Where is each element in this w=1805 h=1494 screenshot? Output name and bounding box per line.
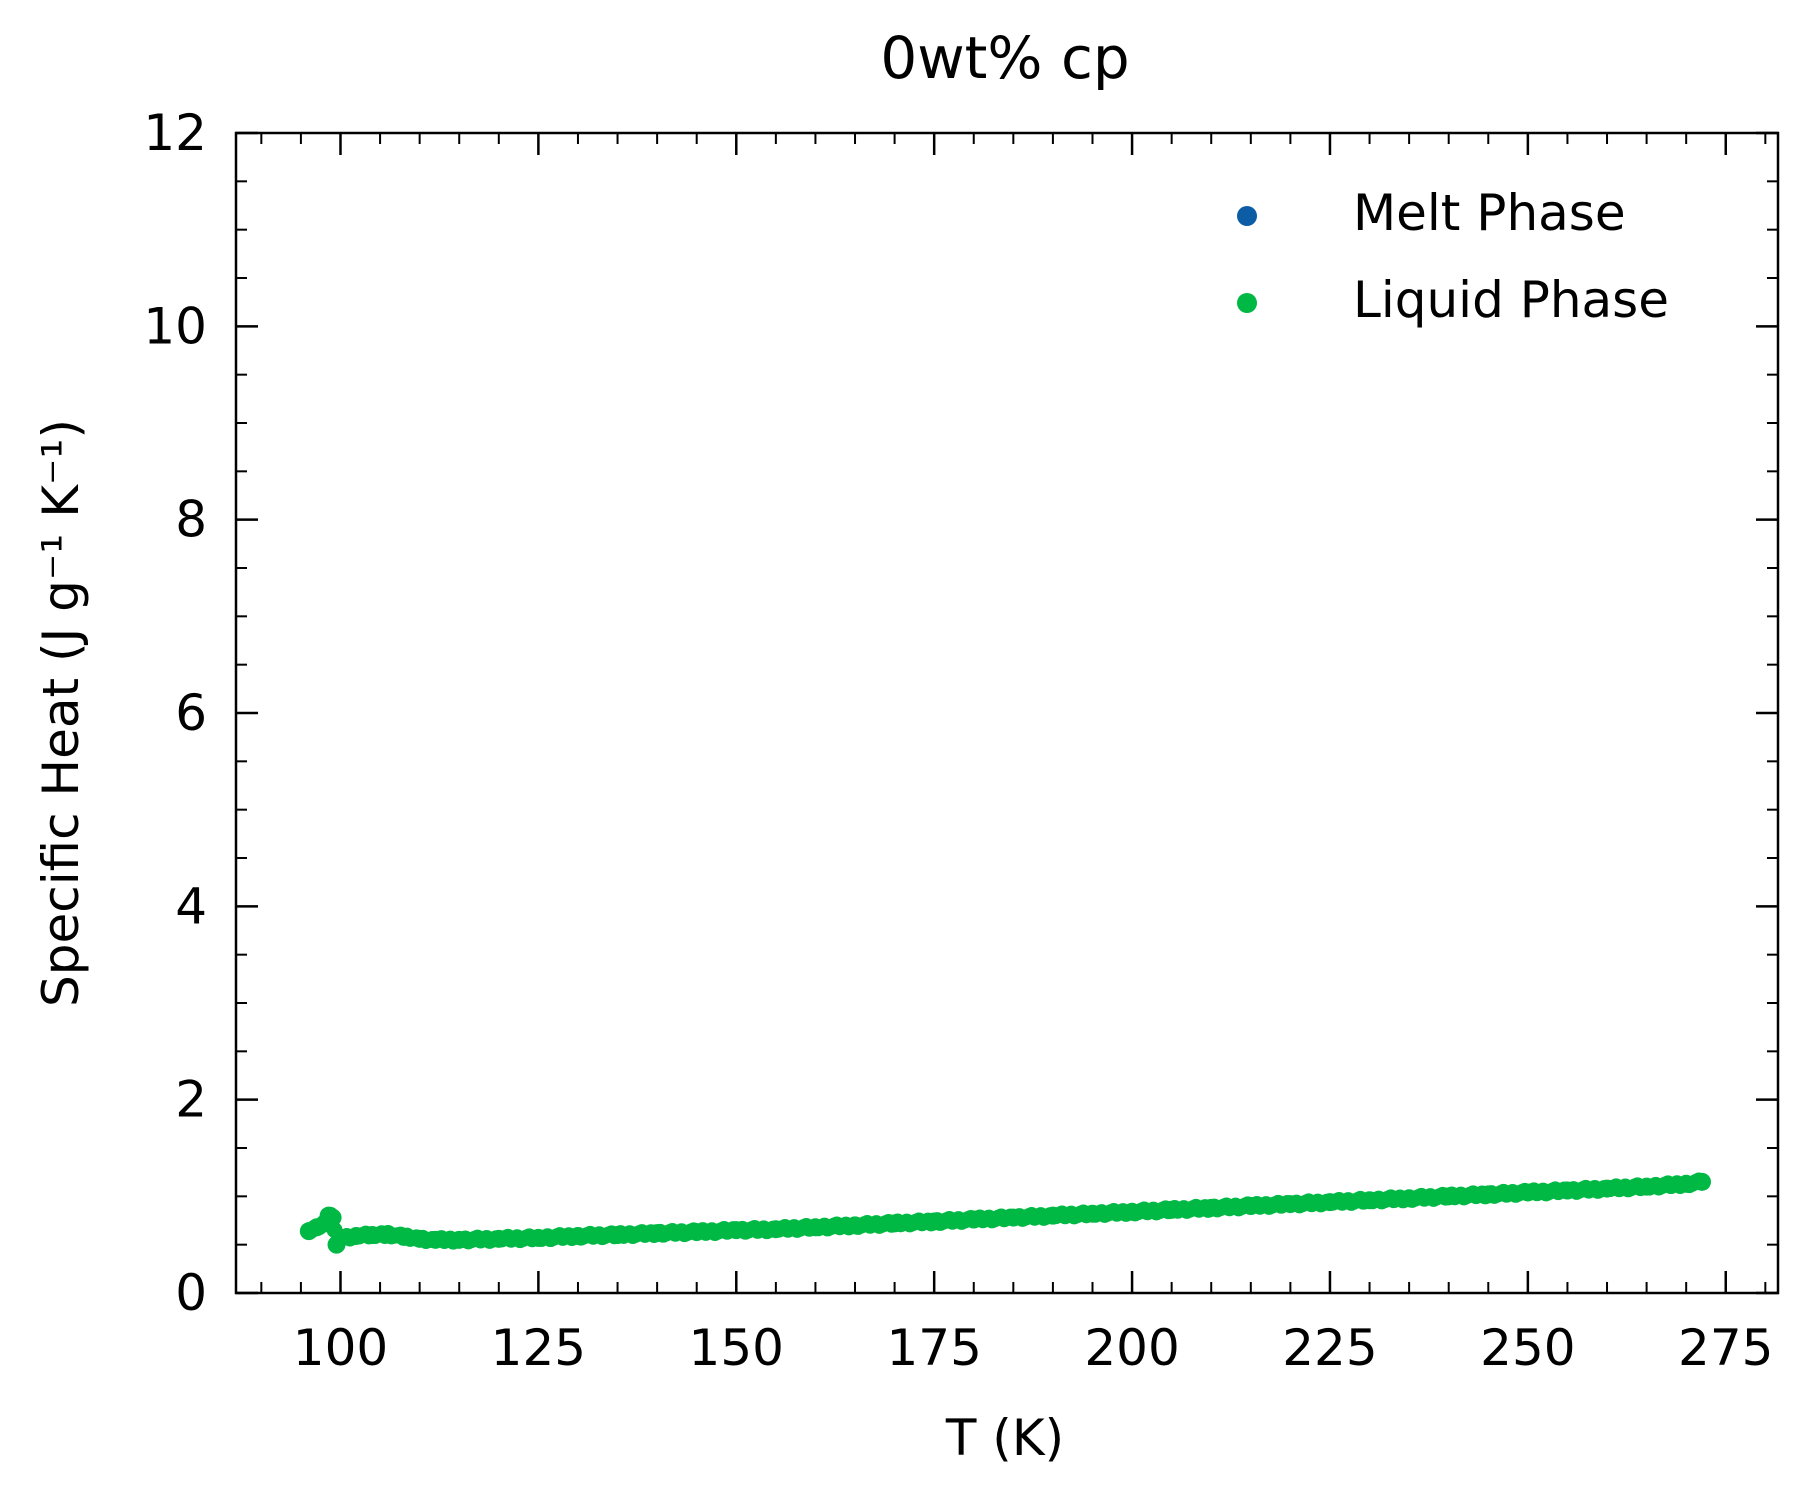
data-point [323, 1208, 342, 1227]
series-1 [299, 1172, 1712, 1254]
y-axis-label: Specific Heat (J g⁻¹ K⁻¹) [32, 419, 90, 1007]
legend: Melt Phase Liquid Phase [1237, 184, 1669, 329]
x-axis-label: T (K) [945, 1409, 1064, 1467]
x-tick-label: 125 [491, 1319, 586, 1377]
plot-area [299, 1172, 1712, 1254]
y-tick-label: 8 [175, 491, 207, 549]
chart-title: 0wt% cp [880, 24, 1129, 92]
x-tick-label: 225 [1282, 1319, 1377, 1377]
y-tick-label: 10 [143, 297, 207, 355]
x-tick-label: 250 [1480, 1319, 1575, 1377]
legend-label-melt-phase: Melt Phase [1353, 184, 1626, 242]
y-tick-label: 4 [175, 877, 207, 935]
x-tick-label: 200 [1084, 1319, 1179, 1377]
tick-labels: 100 125 150 175 200 225 250 275 0 2 4 6 8 10 12 [143, 104, 1773, 1377]
x-tick-label: 150 [689, 1319, 784, 1377]
y-tick-label: 2 [175, 1071, 207, 1129]
data-point [1693, 1172, 1712, 1191]
x-tick-label: 175 [886, 1319, 981, 1377]
legend-marker-liquid-phase [1237, 293, 1257, 313]
legend-marker-melt-phase [1237, 206, 1257, 226]
x-tick-label: 100 [293, 1319, 388, 1377]
legend-label-liquid-phase: Liquid Phase [1353, 271, 1669, 329]
plot-frame [234, 131, 1780, 1295]
y-tick-label: 6 [175, 684, 207, 742]
y-tick-label: 12 [143, 104, 207, 162]
y-tick-label: 0 [175, 1264, 207, 1322]
x-tick-label: 275 [1678, 1319, 1773, 1377]
